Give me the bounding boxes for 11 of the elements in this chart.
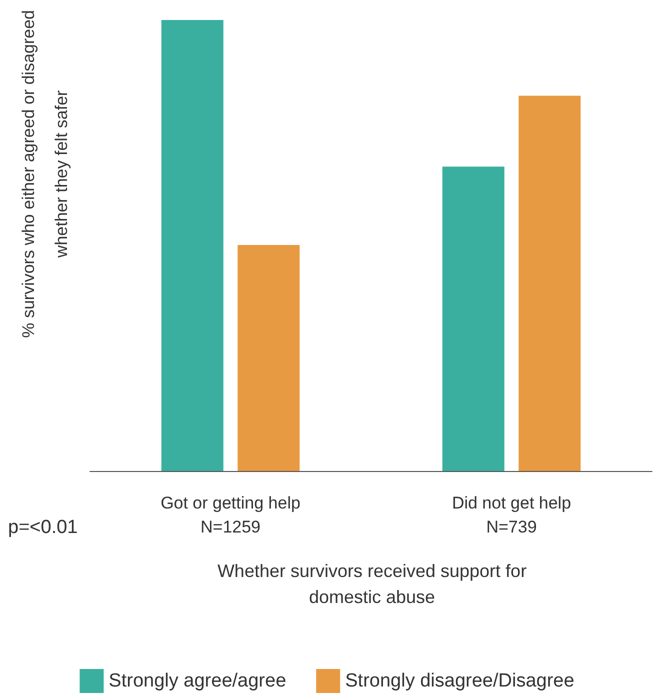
x-axis-title: Whether survivors received support for domestic abuse <box>217 561 527 607</box>
x-tick-label: Did not get help N=739 <box>452 494 572 536</box>
x-tick-label: Got or getting help N=1259 <box>160 494 300 536</box>
bar <box>238 245 300 471</box>
bar <box>442 166 504 471</box>
legend-label: Strongly disagree/Disagree <box>345 670 574 692</box>
text: p=<0.01 <box>8 517 78 538</box>
legend-label: Strongly agree/agree <box>108 670 286 692</box>
bar <box>518 96 581 471</box>
bar <box>161 20 224 471</box>
y-axis-title: % survivors who either agreed or disagreed whether they felt safer <box>19 10 71 338</box>
